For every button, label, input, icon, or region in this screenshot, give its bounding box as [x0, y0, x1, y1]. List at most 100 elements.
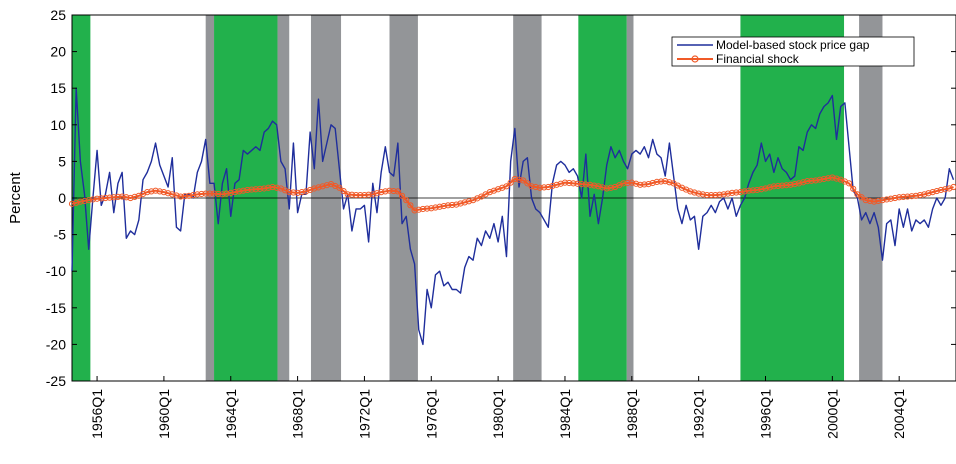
- shock-marker: [866, 197, 874, 205]
- shock-marker: [737, 189, 744, 196]
- shock-marker: [770, 183, 777, 190]
- shock-marker: [386, 187, 393, 194]
- shock-marker: [553, 181, 560, 188]
- y-tick-label: 0: [58, 190, 66, 206]
- shock-marker: [131, 193, 138, 200]
- x-axis-ticks: 1956Q1 1960Q1 1964Q1 1968Q1 1972Q1 1976Q1 1980…: [89, 376, 907, 439]
- shock-marker: [695, 190, 702, 197]
- shock-marker: [206, 190, 213, 197]
- shock-marker: [804, 178, 811, 185]
- series-stock-price-gap: [71, 87, 955, 346]
- shock-marker: [148, 188, 155, 195]
- shock-marker: [457, 200, 464, 207]
- shock-marker: [632, 180, 640, 187]
- shock-marker: [185, 192, 193, 199]
- shock-marker: [428, 205, 435, 212]
- shock-marker: [269, 183, 276, 191]
- y-tick-label: 25: [50, 7, 66, 23]
- shock-marker: [236, 188, 243, 195]
- shock-marker: [641, 181, 648, 188]
- shock-marker: [248, 186, 255, 193]
- x-tick-label: 1988Q1: [624, 389, 640, 439]
- x-tick-label: 1996Q1: [757, 389, 773, 439]
- shock-marker: [432, 204, 439, 211]
- shock-marker: [896, 194, 903, 201]
- shock-marker: [883, 196, 890, 203]
- shock-marker: [854, 191, 861, 198]
- shock-marker: [524, 180, 531, 187]
- y-tick-label: -10: [46, 263, 66, 279]
- shock-marker: [440, 202, 447, 210]
- shock-marker: [219, 191, 226, 198]
- y-tick-label: -20: [46, 336, 66, 352]
- shock-marker: [574, 180, 581, 187]
- shock-marker: [946, 185, 953, 192]
- shock-marker: [106, 194, 113, 201]
- shock-marker: [495, 186, 502, 193]
- shock-marker: [570, 180, 577, 187]
- shock-marker: [891, 194, 899, 202]
- shock-marker: [444, 202, 452, 209]
- shock-marker: [210, 190, 218, 197]
- shock-marker: [825, 175, 832, 182]
- shock-marker: [754, 186, 761, 194]
- shock-marker: [294, 189, 301, 196]
- shock-marker: [85, 197, 92, 204]
- shock-marker: [486, 189, 493, 196]
- shock-marker: [419, 205, 427, 213]
- legend-marker-shock: [691, 55, 699, 63]
- shock-marker: [566, 179, 573, 187]
- legend-box: [671, 36, 915, 67]
- shock-marker: [511, 175, 518, 183]
- shock-marker: [127, 194, 134, 202]
- shock-marker: [586, 181, 594, 188]
- shock-marker: [160, 189, 168, 196]
- shock-marker: [119, 193, 126, 200]
- shock-marker: [712, 191, 719, 199]
- shock-marker: [407, 202, 414, 209]
- shock-marker: [424, 205, 431, 212]
- shock-marker: [415, 206, 422, 213]
- shock-marker: [791, 180, 798, 188]
- shock-marker: [503, 183, 510, 190]
- shock-marker: [929, 189, 936, 196]
- y-tick-label: 20: [50, 44, 66, 60]
- shock-marker: [369, 191, 376, 198]
- y-tick-label: 15: [50, 80, 66, 96]
- shock-marker: [653, 178, 660, 185]
- shock-marker: [77, 198, 84, 205]
- shock-marker: [173, 192, 180, 199]
- shock-marker: [190, 191, 197, 199]
- shock-marker: [144, 189, 151, 196]
- shock-marker: [724, 190, 732, 197]
- shock-marker: [436, 203, 443, 210]
- y-tick-label: 5: [58, 153, 66, 169]
- shock-marker: [900, 193, 907, 200]
- shock-marker: [290, 189, 297, 196]
- shock-marker: [858, 194, 865, 201]
- shock-marker: [749, 187, 757, 194]
- shock-marker: [202, 190, 209, 197]
- shock-marker: [252, 186, 259, 193]
- shock-marker: [390, 187, 397, 195]
- shock-marker: [758, 186, 765, 193]
- x-tick-label: 1992Q1: [691, 389, 707, 439]
- shock-marker: [691, 189, 698, 196]
- x-tick-label: 1972Q1: [356, 389, 372, 439]
- x-tick-label: 1980Q1: [490, 389, 506, 439]
- x-tick-label: 1984Q1: [557, 389, 573, 439]
- shock-marker: [98, 195, 105, 202]
- y-axis-ticks: -25 -20 -15 -10 -5 0 5 10 15 20 25: [46, 7, 956, 389]
- shock-marker: [875, 197, 882, 205]
- shock-marker: [315, 184, 322, 191]
- shock-marker: [403, 197, 410, 204]
- shock-marker: [950, 183, 956, 191]
- shock-marker: [762, 185, 769, 192]
- shock-marker: [81, 197, 88, 205]
- shock-marker: [908, 193, 915, 200]
- shock-marker: [912, 192, 919, 199]
- shock-marker: [728, 189, 736, 196]
- shock-marker: [152, 187, 159, 194]
- series-financial-shock: [68, 174, 956, 214]
